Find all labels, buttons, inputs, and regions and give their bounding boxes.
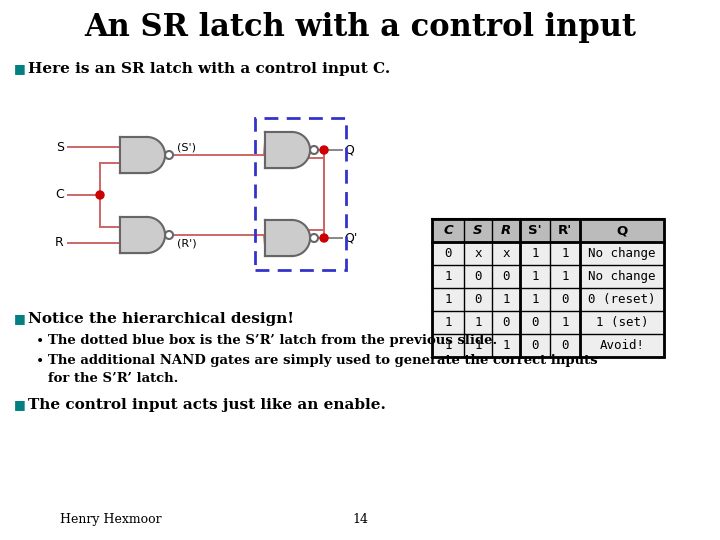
Polygon shape	[147, 217, 165, 253]
Text: 1: 1	[474, 316, 482, 329]
Text: 1: 1	[562, 270, 569, 283]
Text: No change: No change	[588, 247, 656, 260]
Circle shape	[320, 234, 328, 242]
Circle shape	[96, 191, 104, 199]
Text: x: x	[474, 247, 482, 260]
Polygon shape	[120, 217, 147, 253]
Text: 0: 0	[474, 270, 482, 283]
Text: Q: Q	[344, 144, 354, 157]
Text: 1: 1	[531, 293, 539, 306]
Text: ■: ■	[14, 62, 26, 75]
Text: ■: ■	[14, 312, 26, 325]
Text: R: R	[501, 224, 511, 237]
Text: (S'): (S')	[177, 142, 196, 152]
Text: Avoid!: Avoid!	[600, 339, 644, 352]
Circle shape	[320, 146, 328, 154]
Text: 0: 0	[562, 293, 569, 306]
Text: S: S	[473, 224, 482, 237]
Text: S': S'	[528, 224, 542, 237]
Polygon shape	[265, 132, 292, 168]
Polygon shape	[147, 137, 165, 173]
Circle shape	[165, 151, 173, 159]
Text: The additional NAND gates are simply used to generate the correct inputs: The additional NAND gates are simply use…	[48, 354, 598, 367]
Bar	[432, 265, 664, 288]
Text: 0: 0	[503, 270, 510, 283]
Text: An SR latch with a control input: An SR latch with a control input	[84, 12, 636, 43]
Text: 0 (reset): 0 (reset)	[588, 293, 656, 306]
Text: 1: 1	[503, 339, 510, 352]
Text: The dotted blue box is the S’R’ latch from the previous slide.: The dotted blue box is the S’R’ latch fr…	[48, 334, 498, 347]
Text: Henry Hexmoor: Henry Hexmoor	[60, 513, 161, 526]
Bar	[432, 334, 664, 357]
Text: The control input acts just like an enable.: The control input acts just like an enab…	[28, 398, 386, 412]
Polygon shape	[265, 220, 292, 256]
Bar	[432, 219, 664, 357]
Text: 0: 0	[444, 247, 451, 260]
Text: R: R	[55, 237, 64, 249]
Text: 1: 1	[562, 316, 569, 329]
Polygon shape	[292, 132, 310, 168]
Text: for the S’R’ latch.: for the S’R’ latch.	[48, 372, 179, 385]
Text: C: C	[443, 224, 453, 237]
Text: 1: 1	[474, 339, 482, 352]
Bar	[432, 242, 664, 265]
Text: 1: 1	[444, 316, 451, 329]
Text: 0: 0	[562, 339, 569, 352]
Bar	[432, 219, 664, 242]
Text: 0: 0	[531, 316, 539, 329]
Text: ■: ■	[14, 398, 26, 411]
Text: •: •	[36, 354, 44, 368]
Text: 14: 14	[352, 513, 368, 526]
Circle shape	[165, 231, 173, 239]
Text: 1: 1	[444, 270, 451, 283]
Text: R': R'	[558, 224, 572, 237]
Text: Q: Q	[616, 224, 628, 237]
Text: 1 (set): 1 (set)	[595, 316, 648, 329]
Text: 1: 1	[531, 270, 539, 283]
Text: 1: 1	[503, 293, 510, 306]
Text: Q': Q'	[344, 232, 357, 245]
Circle shape	[310, 234, 318, 242]
Text: 1: 1	[531, 247, 539, 260]
Text: Here is an SR latch with a control input C.: Here is an SR latch with a control input…	[28, 62, 390, 76]
Bar	[432, 311, 664, 334]
Circle shape	[310, 146, 318, 154]
Text: S: S	[56, 140, 64, 153]
Text: 0: 0	[503, 316, 510, 329]
Text: •: •	[36, 334, 44, 348]
Text: 0: 0	[531, 339, 539, 352]
Text: 1: 1	[444, 293, 451, 306]
Text: No change: No change	[588, 270, 656, 283]
Bar	[432, 288, 664, 311]
Text: Notice the hierarchical design!: Notice the hierarchical design!	[28, 312, 294, 326]
Text: 1: 1	[444, 339, 451, 352]
Text: (R'): (R')	[177, 238, 197, 248]
Text: x: x	[503, 247, 510, 260]
Text: 1: 1	[562, 247, 569, 260]
Polygon shape	[292, 220, 310, 256]
Polygon shape	[120, 137, 147, 173]
Text: C: C	[55, 188, 64, 201]
Text: 0: 0	[474, 293, 482, 306]
